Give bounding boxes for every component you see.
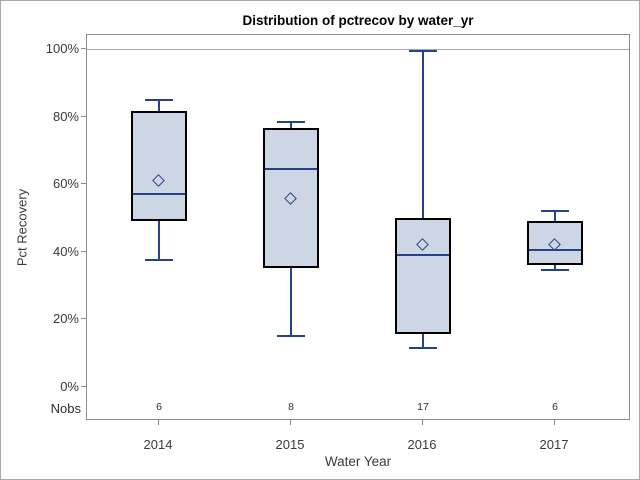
iqr-box (263, 128, 319, 269)
y-tick-label: 100% (45, 41, 79, 56)
whisker-lower-stem (158, 221, 160, 260)
x-tick-mark (554, 420, 555, 425)
whisker-lower-cap (409, 346, 437, 349)
x-tick-label: 2014 (143, 437, 173, 452)
plot-area: 6 8 17 6 (86, 34, 630, 420)
y-tick-mark (81, 250, 86, 252)
y-tick-label: 80% (52, 108, 79, 124)
whisker-upper-cap (541, 210, 569, 212)
x-tick-label: 2016 (407, 437, 437, 452)
y-tick-mark (81, 318, 86, 319)
whisker-upper-stem (554, 211, 556, 222)
y-tick-label: 40% (52, 243, 79, 259)
nobs-value: 6 (552, 401, 558, 413)
whisker-upper-cap (277, 120, 305, 123)
iqr-box (395, 217, 451, 335)
whisker-lower-stem (422, 334, 424, 348)
chart-title: Distribution of pctrecov by water_yr (242, 13, 474, 28)
whisker-lower-cap (145, 258, 173, 261)
whisker-upper-cap (409, 49, 437, 52)
median-line (397, 253, 449, 256)
nobs-value: 17 (417, 401, 429, 413)
whisker-upper-stem (422, 50, 424, 218)
x-tick-mark (158, 420, 159, 425)
x-tick-label: 2017 (539, 437, 569, 452)
median-line (529, 248, 581, 251)
y-tick-label: 20% (52, 311, 79, 326)
whisker-lower-stem (290, 268, 292, 336)
y-tick-label: 60% (52, 176, 79, 191)
y-tick-mark (81, 183, 86, 184)
whisker-lower-cap (277, 334, 305, 337)
iqr-box (527, 221, 583, 265)
y-tick-label: 0% (60, 378, 79, 394)
x-tick-mark (422, 420, 423, 425)
whisker-upper-stem (290, 121, 292, 129)
reference-line-100pct (87, 49, 629, 50)
median-line (265, 167, 317, 170)
nobs-value: 8 (288, 401, 294, 413)
nobs-value: 6 (156, 401, 162, 413)
y-tick-mark (81, 48, 86, 49)
x-tick-label: 2015 (275, 437, 305, 452)
iqr-box (131, 111, 187, 222)
x-axis-title: Water Year (324, 454, 392, 469)
nobs-row-label: Nobs (50, 401, 81, 416)
x-tick-mark (290, 420, 291, 425)
y-tick-mark (81, 115, 86, 117)
whisker-lower-cap (541, 269, 569, 272)
y-tick-mark (81, 385, 86, 387)
whisker-lower-stem (554, 265, 556, 271)
whisker-upper-cap (145, 98, 173, 101)
median-line (133, 193, 185, 196)
whisker-upper-stem (158, 99, 160, 112)
y-axis-title: Pct Recovery (14, 188, 30, 267)
